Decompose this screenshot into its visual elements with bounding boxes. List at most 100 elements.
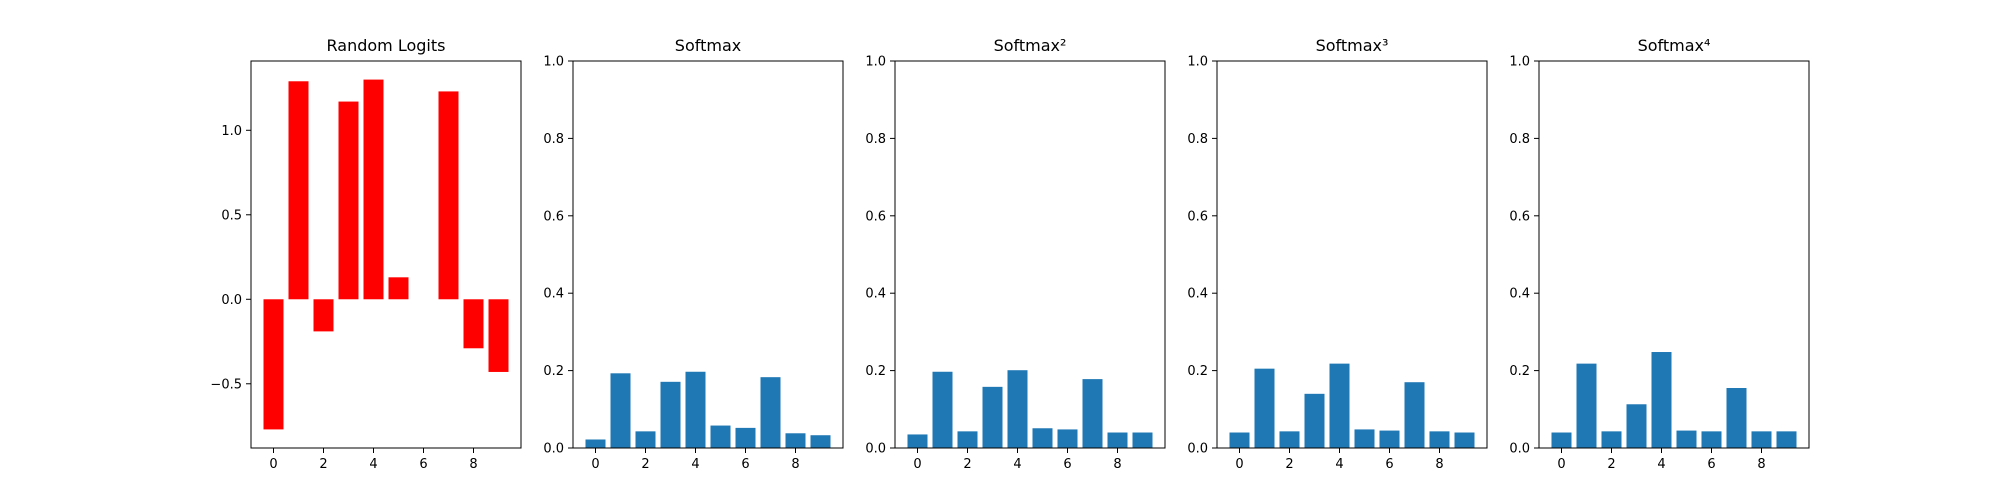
bars (1551, 352, 1797, 448)
bar (1329, 363, 1350, 448)
y-tick-label: 0.8 (543, 132, 564, 147)
x-axis-ticks: 0 2 4 6 8 (1235, 448, 1444, 472)
y-tick-label: 0.4 (1509, 287, 1530, 302)
bar (1132, 432, 1153, 448)
bar (1007, 370, 1028, 448)
bar (1254, 368, 1275, 448)
y-tick-label: 1.0 (543, 55, 564, 70)
axes-frame (1538, 60, 1810, 449)
x-tick-label: 8 (791, 457, 799, 472)
bar (1651, 352, 1672, 448)
x-tick-label: 4 (1335, 457, 1343, 472)
bar (932, 371, 953, 448)
bar (660, 381, 681, 448)
bar (760, 377, 781, 448)
bar (313, 299, 334, 332)
y-tick-label: 0.4 (1187, 287, 1208, 302)
bar (1082, 379, 1103, 448)
y-tick-label: 1.0 (1509, 55, 1530, 70)
bar (1676, 430, 1697, 448)
y-tick-label: 0.0 (1187, 442, 1208, 457)
bar (810, 435, 831, 448)
bar (363, 79, 384, 300)
bar (463, 299, 484, 349)
x-tick-label: 0 (913, 457, 921, 472)
bar (610, 373, 631, 448)
bar (438, 91, 459, 300)
y-axis-ticks: −0.5 0.0 0.5 1.0 (210, 124, 251, 392)
bar (1379, 430, 1400, 448)
axes-frame (572, 60, 844, 449)
x-axis-ticks: 0 2 4 6 8 (913, 448, 1122, 472)
y-tick-label: 0.4 (865, 287, 886, 302)
y-tick-label: −0.5 (210, 377, 242, 392)
x-tick-label: 2 (641, 457, 649, 472)
bar (1454, 432, 1475, 448)
bar (1626, 404, 1647, 448)
x-tick-label: 4 (1013, 457, 1021, 472)
x-tick-label: 6 (1385, 457, 1393, 472)
y-tick-label: 0.2 (1509, 364, 1530, 379)
x-tick-label: 0 (269, 457, 277, 472)
y-tick-label: 0.8 (1509, 132, 1530, 147)
x-axis-ticks: 0 2 4 6 8 (1557, 448, 1766, 472)
bar (735, 427, 756, 448)
bar (388, 277, 409, 300)
y-axis-ticks: 0.0 0.2 0.4 0.6 0.8 1.0 (1509, 55, 1539, 457)
bars (907, 370, 1153, 448)
y-axis-ticks: 0.0 0.2 0.4 0.6 0.8 1.0 (865, 55, 895, 457)
bar (1404, 382, 1425, 448)
y-tick-label: 0.8 (1187, 132, 1208, 147)
x-tick-label: 8 (1113, 457, 1121, 472)
bar (1429, 431, 1450, 448)
y-axis-ticks: 0.0 0.2 0.4 0.6 0.8 1.0 (1187, 55, 1217, 457)
x-tick-label: 8 (1435, 457, 1443, 472)
bar (1726, 388, 1747, 448)
y-tick-label: 1.0 (221, 124, 242, 139)
bar (1304, 393, 1325, 448)
panel-title: Random Logits (327, 36, 446, 55)
bar (1279, 431, 1300, 448)
bar (338, 101, 359, 300)
x-tick-label: 0 (591, 457, 599, 472)
bar (263, 299, 284, 430)
y-tick-label: 0.0 (543, 442, 564, 457)
bar (1032, 428, 1053, 448)
y-tick-label: 0.5 (221, 208, 242, 223)
x-tick-label: 2 (319, 457, 327, 472)
y-axis-ticks: 0.0 0.2 0.4 0.6 0.8 1.0 (543, 55, 573, 457)
x-tick-label: 8 (1757, 457, 1765, 472)
x-tick-label: 4 (1657, 457, 1665, 472)
y-tick-label: 0.6 (543, 209, 564, 224)
panel-title: Softmax⁴ (1638, 36, 1711, 55)
y-tick-label: 0.2 (865, 364, 886, 379)
bar (785, 433, 806, 448)
bar (1107, 432, 1128, 448)
bar (1551, 432, 1572, 448)
y-tick-label: 0.6 (1187, 209, 1208, 224)
bar (907, 434, 928, 448)
bar (635, 431, 656, 448)
x-tick-label: 6 (1707, 457, 1715, 472)
x-tick-label: 4 (691, 457, 699, 472)
bar (585, 439, 606, 448)
x-tick-label: 6 (419, 457, 427, 472)
y-tick-label: 1.0 (865, 55, 886, 70)
bar (957, 431, 978, 448)
x-tick-label: 2 (1607, 457, 1615, 472)
panel-softmax: Softmax 0.0 0.2 0.4 0.6 0.8 1.0 0 2 4 6 8 (543, 36, 844, 472)
bar (982, 386, 1003, 448)
bar (1229, 432, 1250, 448)
x-tick-label: 8 (469, 457, 477, 472)
y-tick-label: 0.2 (543, 364, 564, 379)
y-tick-label: 0.2 (1187, 364, 1208, 379)
y-tick-label: 0.8 (865, 132, 886, 147)
x-tick-label: 2 (1285, 457, 1293, 472)
panel-softmax-squared: Softmax² 0.0 0.2 0.4 0.6 0.8 1.0 0 2 4 6 8 (865, 36, 1166, 472)
axes-frame (250, 60, 522, 449)
y-tick-label: 0.6 (865, 209, 886, 224)
y-tick-label: 0.6 (1509, 209, 1530, 224)
bar (488, 299, 509, 372)
bars (585, 371, 831, 448)
